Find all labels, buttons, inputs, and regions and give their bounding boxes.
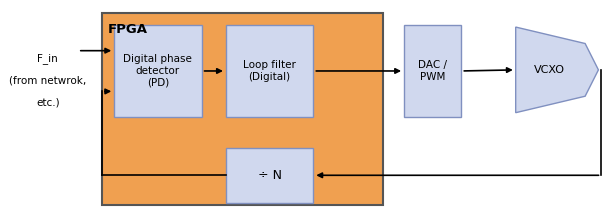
Text: (from netwrok,: (from netwrok, <box>9 76 86 86</box>
Text: Loop filter
(Digital): Loop filter (Digital) <box>243 60 296 82</box>
Text: VCXO: VCXO <box>533 65 565 75</box>
Text: DAC /
PWM: DAC / PWM <box>418 60 447 82</box>
Text: Digital phase
detector
(PD): Digital phase detector (PD) <box>123 54 192 88</box>
FancyBboxPatch shape <box>404 25 462 117</box>
Text: ÷ N: ÷ N <box>257 169 281 182</box>
FancyBboxPatch shape <box>102 13 383 205</box>
Polygon shape <box>516 27 598 113</box>
Text: FPGA: FPGA <box>108 23 148 36</box>
Text: F_in: F_in <box>37 53 58 64</box>
Text: etc.): etc.) <box>36 98 59 108</box>
FancyBboxPatch shape <box>226 25 313 117</box>
FancyBboxPatch shape <box>114 25 202 117</box>
FancyBboxPatch shape <box>226 148 313 203</box>
